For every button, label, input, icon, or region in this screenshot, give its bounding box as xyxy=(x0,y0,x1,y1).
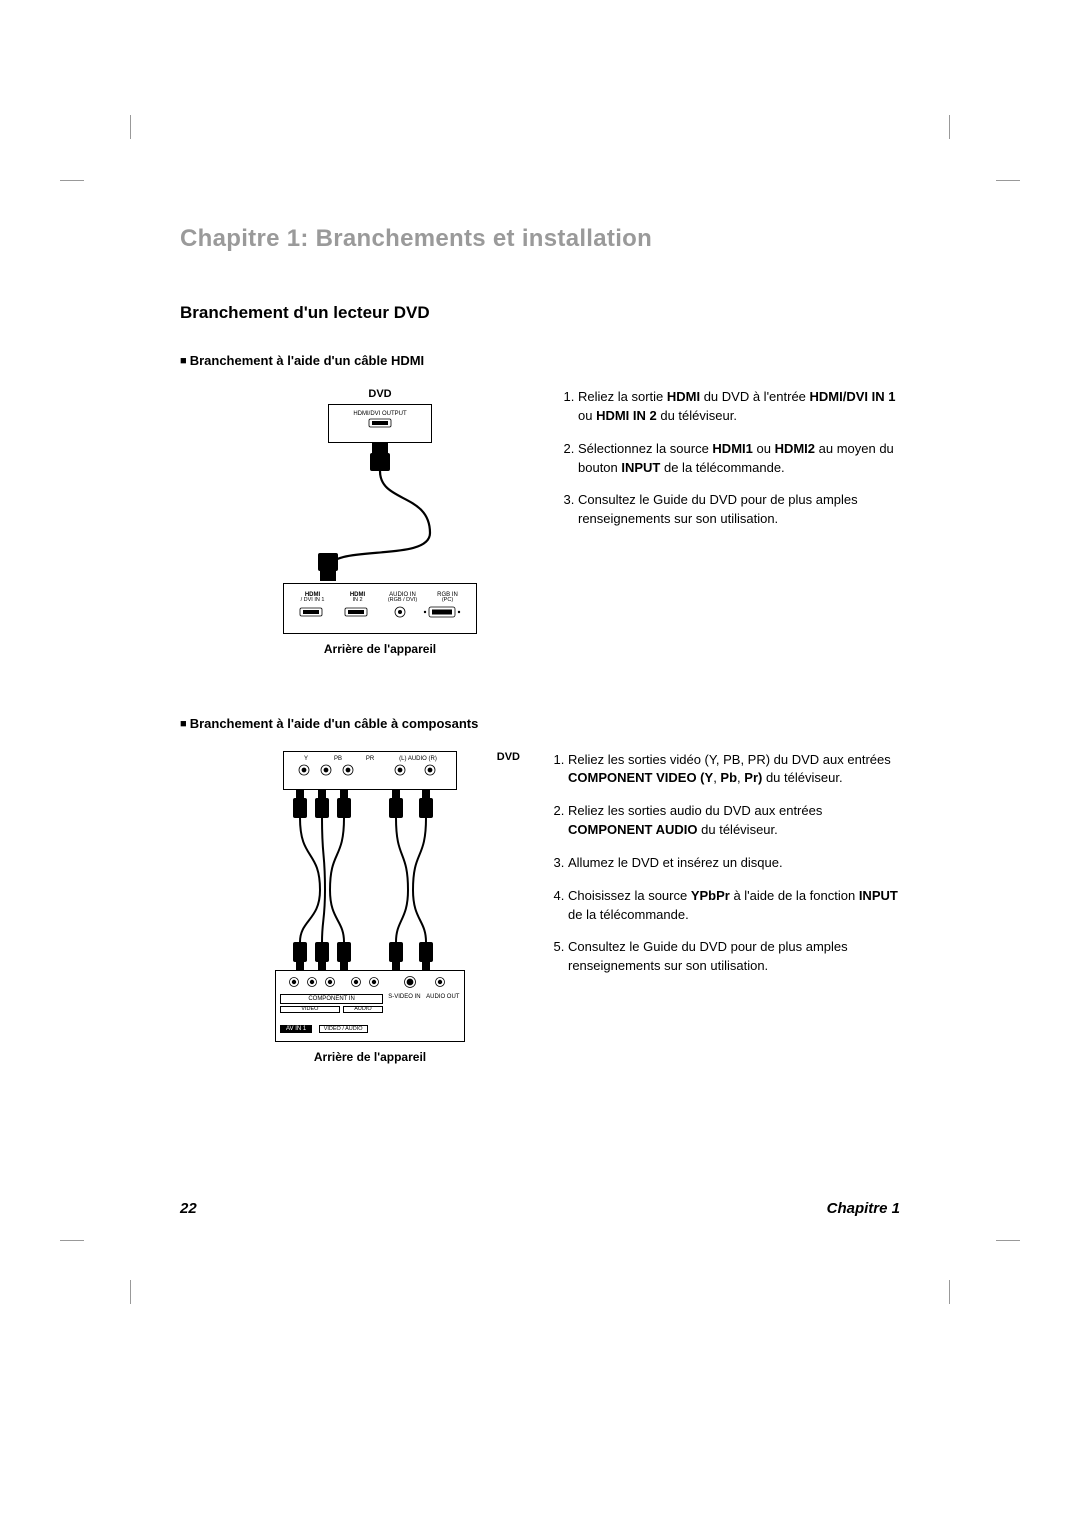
label-svideo: S-VIDEO IN xyxy=(387,994,421,1000)
footer-chapter: Chapitre 1 xyxy=(827,1200,900,1217)
page-content: Chapitre 1: Branchements et installation… xyxy=(180,225,900,1124)
dvd-component-box: Y PB PR (L) AUDIO (R) xyxy=(283,751,457,790)
page-footer: 22 Chapitre 1 xyxy=(180,1200,900,1217)
hdmi-step: Sélectionnez la source HDMI1 ou HDMI2 au… xyxy=(578,440,900,478)
component-step: Consultez le Guide du DVD pour de plus a… xyxy=(568,938,900,976)
hdmi-subsection-title: Branchement à l'aide d'un câble HDMI xyxy=(180,353,900,368)
hdmi-step: Consultez le Guide du DVD pour de plus a… xyxy=(578,491,900,529)
hdmi-steps-list: Reliez la sortie HDMI du DVD à l'entrée … xyxy=(560,388,900,529)
hdmi-step: Reliez la sortie HDMI du DVD à l'entrée … xyxy=(578,388,900,426)
hdmi-caption: Arrière de l'appareil xyxy=(240,642,520,656)
hdmi-dvd-label: DVD xyxy=(240,388,520,400)
tv-component-box: COMPONENT IN VIDEO AUDIO S-VIDEO IN AUDI… xyxy=(275,970,465,1043)
component-instructions: Reliez les sorties vidéo (Y, PB, PR) du … xyxy=(550,751,900,991)
component-step: Choisissez la source YPbPr à l'aide de l… xyxy=(568,887,900,925)
component-step: Reliez les sorties audio du DVD aux entr… xyxy=(568,802,900,840)
page-number: 22 xyxy=(180,1200,197,1217)
component-row: DVD Y PB PR (L) AUDIO (R) xyxy=(180,751,900,1065)
chapter-title: Chapitre 1: Branchements et installation xyxy=(180,225,900,253)
dvd-component-ports-icon xyxy=(290,762,450,778)
label-av-sub: VIDEO / AUDIO xyxy=(319,1025,368,1033)
label-av-in: AV IN 1 xyxy=(280,1025,312,1033)
label-audio: AUDIO xyxy=(343,1006,383,1014)
hdmi-cable-icon xyxy=(300,443,460,583)
tv-component-ports-icon xyxy=(280,975,460,989)
label-video: VIDEO xyxy=(280,1006,340,1014)
component-dvd-label: DVD xyxy=(497,751,520,763)
hdmi-diagram: DVD HDMI/DVI OUTPUT xyxy=(180,388,520,656)
section-title: Branchement d'un lecteur DVD xyxy=(180,303,900,323)
hdmi-row: DVD HDMI/DVI OUTPUT xyxy=(180,388,900,656)
tv-ports-icons xyxy=(290,604,470,622)
label-audio-out: AUDIO OUT xyxy=(426,994,460,1000)
dvd-output-box: HDMI/DVI OUTPUT xyxy=(328,404,432,443)
component-step: Allumez le DVD et insérez un disque. xyxy=(568,854,900,873)
component-steps-list: Reliez les sorties vidéo (Y, PB, PR) du … xyxy=(550,751,900,977)
hdmi-port-icon xyxy=(335,417,425,431)
hdmi-instructions: Reliez la sortie HDMI du DVD à l'entrée … xyxy=(560,388,900,543)
component-subsection-title: Branchement à l'aide d'un câble à compos… xyxy=(180,716,900,731)
component-step: Reliez les sorties vidéo (Y, PB, PR) du … xyxy=(568,751,900,789)
component-cables-icon xyxy=(280,790,460,970)
component-diagram: DVD Y PB PR (L) AUDIO (R) xyxy=(180,751,510,1065)
tv-ports-box: HDMI / DVI IN 1 HDMI IN 2 AUDIO IN (RGB … xyxy=(283,583,477,634)
component-caption: Arrière de l'appareil xyxy=(230,1050,510,1064)
label-component-in: COMPONENT IN xyxy=(280,994,383,1004)
